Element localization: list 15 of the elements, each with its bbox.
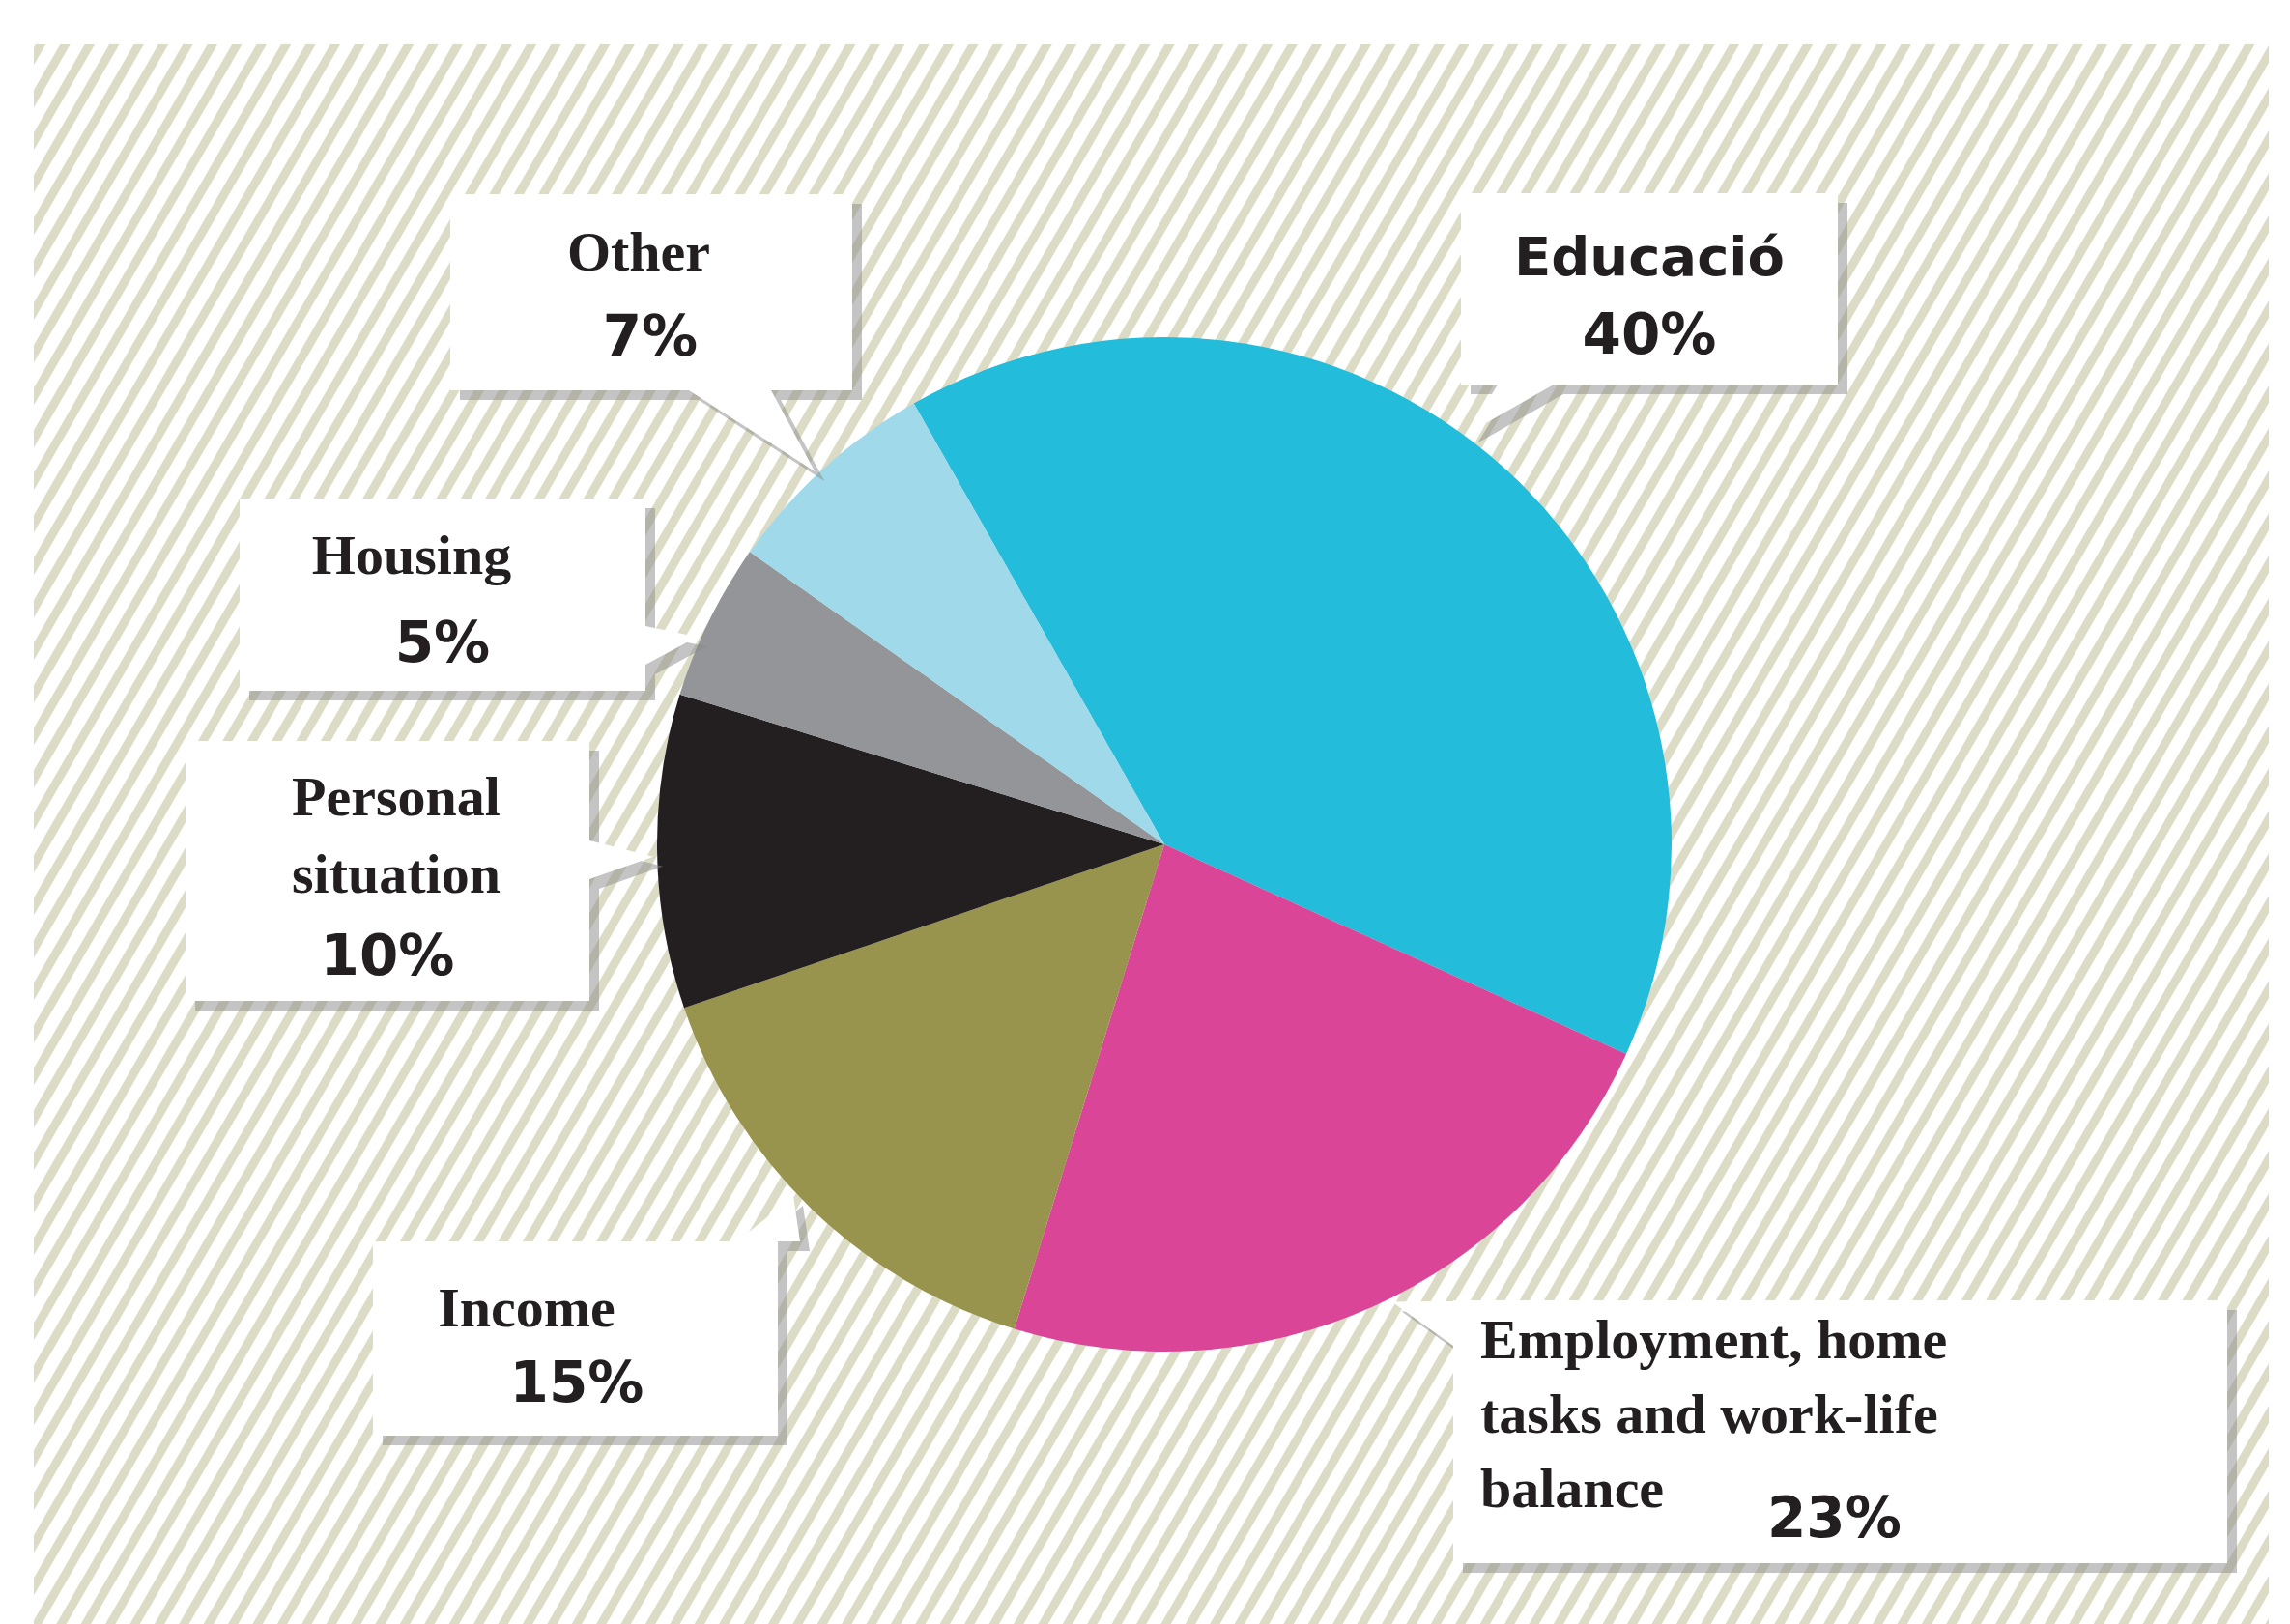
data-label: 15% bbox=[509, 1350, 644, 1415]
pie-slice bbox=[679, 552, 1164, 844]
slice-label: Educació bbox=[1513, 225, 1786, 288]
slice-label: Personal situation bbox=[292, 765, 501, 905]
pie-slice bbox=[657, 694, 1164, 1009]
pie-slice bbox=[684, 844, 1164, 1329]
data-label: 40% bbox=[1582, 301, 1717, 367]
data-label: 5% bbox=[394, 610, 491, 675]
slice-label: Income bbox=[438, 1276, 615, 1339]
data-label: 7% bbox=[602, 303, 699, 369]
pie-slice bbox=[750, 403, 1164, 844]
data-label: 23% bbox=[1767, 1485, 1902, 1551]
slice-label: Other bbox=[566, 220, 711, 283]
slice-label: Housing bbox=[311, 524, 512, 586]
data-label: 10% bbox=[320, 923, 455, 988]
